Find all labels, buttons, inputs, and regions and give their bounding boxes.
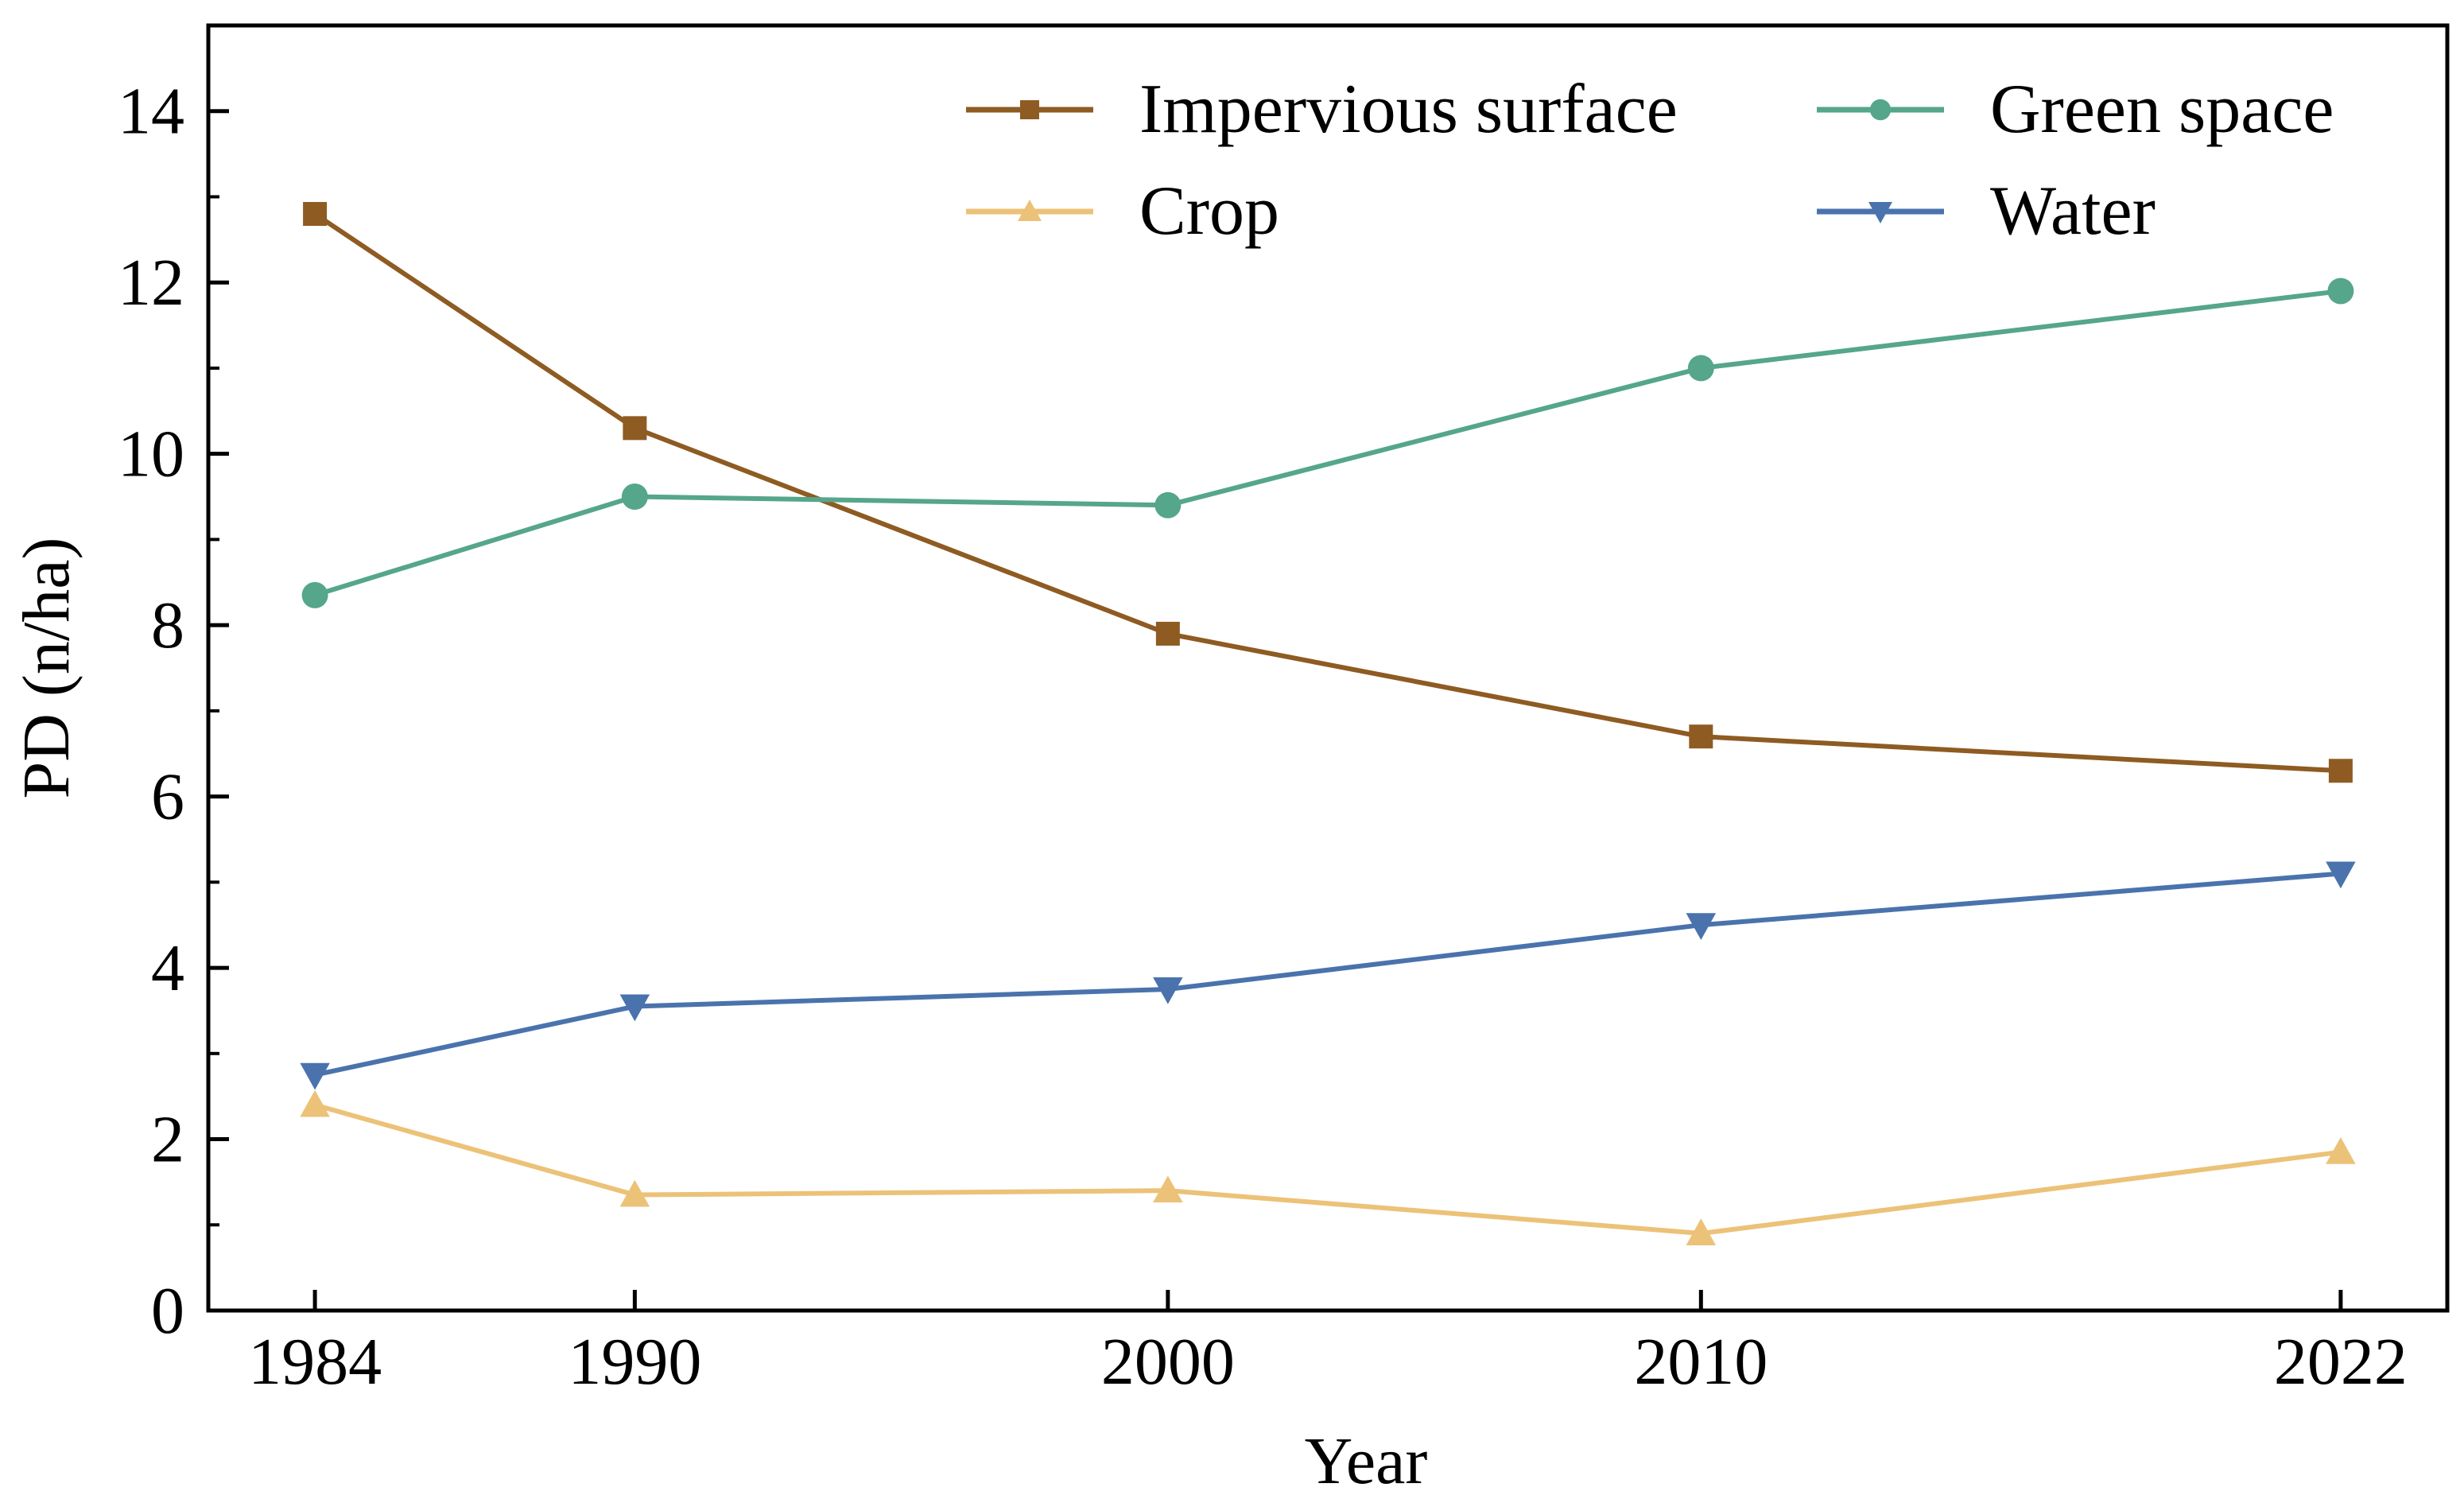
x-tick-label: 2022 <box>2274 1325 2408 1399</box>
data-point-crop <box>1153 1175 1183 1203</box>
x-axis-title: Year <box>1305 1424 1428 1495</box>
data-point-impervious-surface <box>2328 759 2353 783</box>
x-tick-label: 1990 <box>568 1325 701 1399</box>
data-point-impervious-surface <box>1689 724 1713 749</box>
legend-entry-impervious-surface: Impervious surface <box>966 71 1678 148</box>
data-point-impervious-surface <box>623 416 647 441</box>
series-line-impervious-surface <box>313 212 2342 774</box>
data-point-crop <box>1686 1218 1717 1246</box>
y-tick-label: 4 <box>151 931 184 1005</box>
data-point-green-space <box>301 581 328 608</box>
legend-label: Green space <box>1990 71 2334 148</box>
data-point-green-space <box>621 483 648 511</box>
series-line-green-space <box>314 288 2342 598</box>
legend-marker-swatch <box>1868 202 1892 223</box>
series-line-water <box>314 871 2342 1078</box>
legend-marker-swatch <box>1869 99 1892 121</box>
legend-label: Crop <box>1139 173 1279 250</box>
legend-label: Impervious surface <box>1139 71 1678 148</box>
y-tick-label: 10 <box>118 417 184 491</box>
data-point-water <box>619 994 650 1022</box>
y-tick-label: 0 <box>151 1274 184 1348</box>
plot-frame <box>206 23 2450 1313</box>
plot-area <box>300 202 2356 1246</box>
series-line-crop <box>314 1102 2342 1237</box>
data-point-impervious-surface <box>303 202 328 227</box>
axes: 0 2 4 6 8 10 12 14 1984 1990 2000 2010 2022 <box>118 23 2450 1399</box>
x-tick-label: 2000 <box>1101 1325 1235 1399</box>
legend-label: Water <box>1990 173 2156 250</box>
data-point-green-space <box>1154 491 1182 518</box>
data-point-green-space <box>1687 355 1714 382</box>
legend-entry-crop: Crop <box>966 173 1279 250</box>
y-tick-label: 8 <box>151 588 184 662</box>
y-tick-label: 2 <box>151 1103 184 1177</box>
y-tick-label: 6 <box>151 760 184 834</box>
y-tick-label: 14 <box>118 75 184 149</box>
data-point-water <box>300 1062 330 1090</box>
x-tick-label: 1984 <box>248 1325 382 1399</box>
data-point-water <box>2326 861 2356 889</box>
legend-marker-swatch <box>1018 200 1042 221</box>
legend-entry-water: Water <box>1817 173 2156 250</box>
legend-entry-green-space: Green space <box>1817 71 2334 148</box>
data-point-crop <box>619 1179 650 1207</box>
legend: Impervious surface Green space Crop Water <box>966 71 2334 250</box>
legend-marker-swatch <box>1020 100 1039 119</box>
data-point-water <box>1153 977 1183 1004</box>
data-point-green-space <box>2327 278 2354 305</box>
data-point-impervious-surface <box>1155 621 1180 646</box>
data-point-crop <box>2326 1136 2356 1164</box>
y-tick-label: 12 <box>118 246 184 320</box>
data-point-water <box>1686 913 1717 940</box>
x-tick-label: 2010 <box>1634 1325 1767 1399</box>
y-axis-title: PD (n/ha) <box>10 538 83 799</box>
data-point-crop <box>300 1089 330 1117</box>
